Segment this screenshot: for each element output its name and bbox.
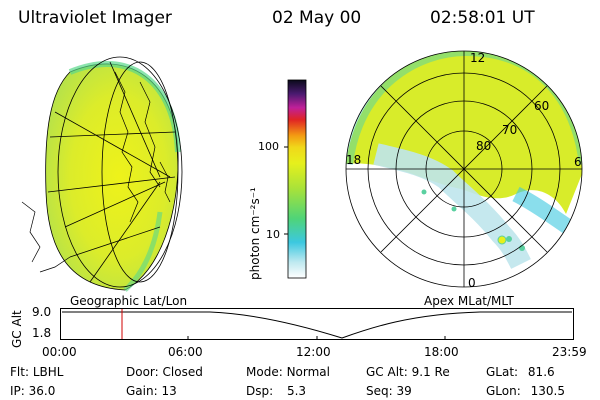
- geographic-globe-image: [21, 56, 183, 292]
- mlat-label-60: 60: [534, 99, 549, 113]
- gain-field: Gain: 13: [126, 384, 177, 398]
- timeline-xtick-4: 23:59: [552, 345, 587, 359]
- date-label: 02 May 00: [272, 8, 362, 28]
- polar-plot: 12 18 6 0 60 70 80: [345, 50, 583, 290]
- mlt-label-6: 6: [574, 155, 582, 169]
- seq-field: Seq: 39: [366, 384, 412, 398]
- mlt-label-18: 18: [346, 153, 361, 167]
- mlt-label-12: 12: [470, 51, 485, 65]
- door-field: Door: Closed: [126, 365, 203, 379]
- colorbar-tick-100: 100: [258, 140, 279, 153]
- timeline-ylabel: GC Alt: [10, 310, 24, 348]
- time-label: 02:58:01 UT: [430, 8, 535, 28]
- dsp-field: Dsp: 5.3: [246, 384, 307, 398]
- filter-field: Flt: LBHL: [10, 365, 64, 379]
- glat-field: GLat: 81.6: [486, 365, 555, 379]
- altitude-curve: [62, 311, 572, 339]
- mlt-label-0: 0: [468, 276, 476, 290]
- mlat-label-80: 80: [476, 139, 491, 153]
- timeline-xtick-2: 12:00: [296, 345, 331, 359]
- aurora-oval: [346, 51, 582, 214]
- timeline-xtick-1: 06:00: [168, 345, 203, 359]
- instrument-title: Ultraviolet Imager: [18, 8, 172, 28]
- colorbar: [284, 79, 307, 279]
- mlat-label-70: 70: [502, 123, 517, 137]
- gc-alt-field: GC Alt: 9.1 Re: [366, 365, 450, 379]
- apex-label: Apex MLat/MLT: [424, 294, 514, 308]
- timeline-xtick-3: 18:00: [424, 345, 459, 359]
- altitude-timeline: [60, 308, 574, 340]
- ip-field: IP: 36.0: [10, 384, 56, 398]
- mode-field: Mode: Normal: [246, 365, 330, 379]
- timeline-ytick-high: 9.0: [32, 305, 52, 319]
- glon-field: GLon: 130.5: [486, 384, 565, 398]
- timeline-ytick-low: 1.8: [32, 326, 52, 340]
- timeline-xtick-0: 00:00: [42, 345, 77, 359]
- geographic-label: Geographic Lat/Lon: [70, 294, 188, 308]
- colorbar-tick-10: 10: [266, 228, 280, 241]
- colorbar-unit-label: photon cm⁻²s⁻¹: [248, 187, 262, 280]
